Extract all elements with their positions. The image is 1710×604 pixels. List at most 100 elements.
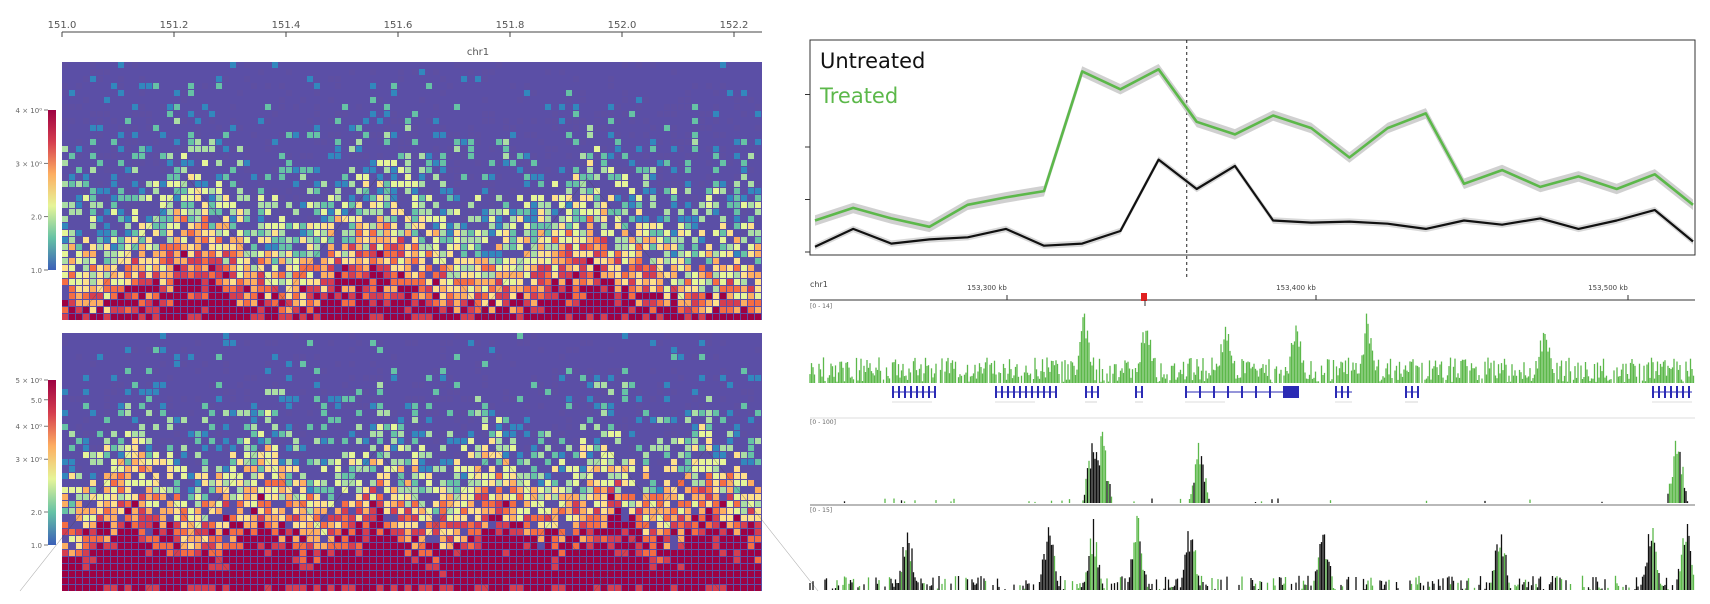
contact-cell <box>69 237 75 243</box>
contact-cell <box>748 251 754 257</box>
contact-cell <box>97 543 103 549</box>
contact-cell <box>69 153 75 159</box>
contact-cell <box>209 564 215 570</box>
contact-cell <box>244 396 250 402</box>
contact-cell <box>636 389 642 395</box>
contact-cell <box>195 167 201 173</box>
contact-cell <box>671 167 677 173</box>
contact-cell <box>195 258 201 264</box>
contact-cell <box>76 585 82 591</box>
contact-cell <box>174 293 180 299</box>
contact-cell <box>160 543 166 549</box>
contact-cell <box>587 550 593 556</box>
contact-cell <box>286 536 292 542</box>
contact-cell <box>412 452 418 458</box>
contact-cell <box>398 466 404 472</box>
contact-cell <box>132 480 138 486</box>
contact-cell <box>335 195 341 201</box>
contact-cell <box>664 111 670 117</box>
contact-cell <box>552 536 558 542</box>
contact-cell <box>167 286 173 292</box>
contact-cell <box>580 230 586 236</box>
contact-cell <box>545 564 551 570</box>
contact-cell <box>608 167 614 173</box>
contact-cell <box>664 286 670 292</box>
contact-cell <box>111 564 117 570</box>
contact-cell <box>286 403 292 409</box>
contact-cell <box>258 286 264 292</box>
contact-cell <box>69 174 75 180</box>
contact-cell <box>377 550 383 556</box>
contact-cell <box>244 564 250 570</box>
contact-cell <box>307 251 313 257</box>
contact-cell <box>657 585 663 591</box>
contact-cell <box>524 83 530 89</box>
contact-cell <box>230 564 236 570</box>
contact-cell <box>573 223 579 229</box>
contact-cell <box>370 508 376 514</box>
contact-cell <box>552 286 558 292</box>
contact-cell <box>671 230 677 236</box>
contact-cell <box>125 536 131 542</box>
contact-cell <box>405 279 411 285</box>
contact-cell <box>139 146 145 152</box>
contact-cell <box>657 216 663 222</box>
contact-cell <box>419 536 425 542</box>
contact-cell <box>517 452 523 458</box>
contact-cell <box>615 293 621 299</box>
contact-cell <box>223 293 229 299</box>
contact-cell <box>342 550 348 556</box>
contact-cell <box>510 223 516 229</box>
contact-cell <box>489 279 495 285</box>
contact-cell <box>643 314 649 320</box>
contact-cell <box>594 237 600 243</box>
contact-cell <box>174 181 180 187</box>
contact-cell <box>510 487 516 493</box>
contact-cell <box>314 515 320 521</box>
contact-cell <box>601 550 607 556</box>
contact-cell <box>384 314 390 320</box>
contact-cell <box>223 244 229 250</box>
contact-cell <box>132 300 138 306</box>
contact-cell <box>720 459 726 465</box>
contact-cell <box>314 244 320 250</box>
contact-cell <box>573 244 579 250</box>
contact-cell <box>594 202 600 208</box>
contact-cell <box>153 480 159 486</box>
contact-cell <box>321 459 327 465</box>
contact-cell <box>538 139 544 145</box>
contact-cell <box>650 244 656 250</box>
contact-cell <box>734 307 740 313</box>
contact-cell <box>622 209 628 215</box>
contact-cell <box>615 536 621 542</box>
contact-cell <box>146 487 152 493</box>
contact-cell <box>377 97 383 103</box>
contact-cell <box>342 508 348 514</box>
contact-cell <box>202 272 208 278</box>
contact-cell <box>692 522 698 528</box>
contact-cell <box>384 202 390 208</box>
contact-cell <box>314 181 320 187</box>
contact-cell <box>132 529 138 535</box>
contact-cell <box>587 188 593 194</box>
contact-cell <box>153 452 159 458</box>
contact-cell <box>195 571 201 577</box>
contact-cell <box>370 431 376 437</box>
contact-cell <box>657 522 663 528</box>
contact-cell <box>580 286 586 292</box>
contact-cell <box>307 480 313 486</box>
contact-cell <box>202 550 208 556</box>
contact-cell <box>657 111 663 117</box>
contact-cell <box>139 90 145 96</box>
contact-cell <box>272 354 278 360</box>
contact-cell <box>328 279 334 285</box>
contact-cell <box>419 258 425 264</box>
contact-cell <box>510 578 516 584</box>
contact-cell <box>587 487 593 493</box>
contact-cell <box>356 487 362 493</box>
contact-cell <box>76 529 82 535</box>
contact-cell <box>594 403 600 409</box>
contact-cell <box>293 237 299 243</box>
contact-cell <box>279 522 285 528</box>
contact-cell <box>706 578 712 584</box>
